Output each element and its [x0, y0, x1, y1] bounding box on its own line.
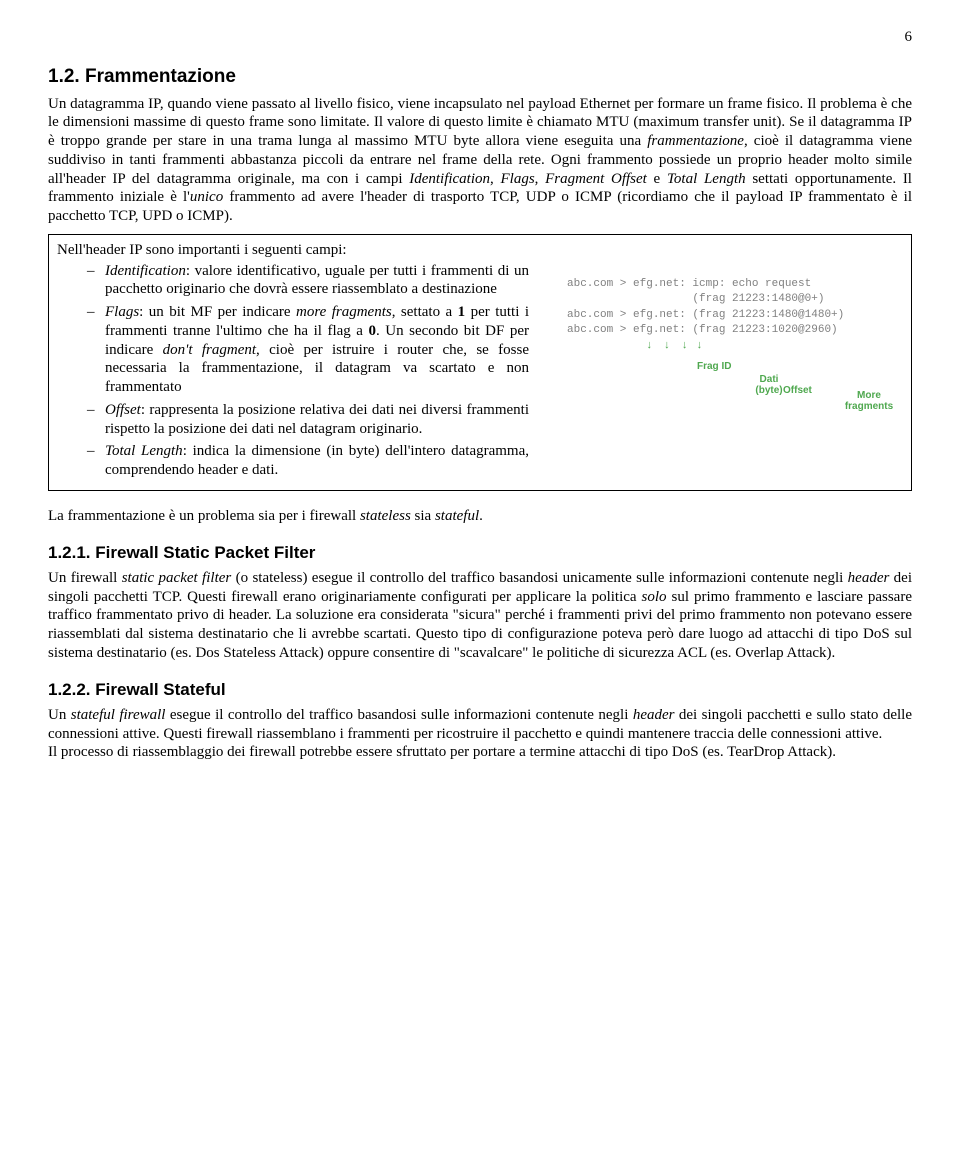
section-1-2-intro: Un datagramma IP, quando viene passato a…: [48, 95, 912, 226]
list-item: Identification: valore identificativo, u…: [87, 262, 529, 300]
section-1-2-heading: 1.2. Frammentazione: [48, 65, 912, 89]
section-title: Frammentazione: [85, 66, 236, 87]
ip-header-fields-list: Identification: valore identificativo, u…: [57, 262, 529, 480]
diagram-labels: Frag ID Dati (byte) Offset More fragment…: [567, 356, 903, 414]
label-frag-id: Frag ID: [697, 360, 731, 374]
diagram-arrows: ↓ ↓ ↓ ↓: [567, 338, 903, 353]
list-item: Flags: un bit MF per indicare more fragm…: [87, 303, 529, 397]
section-1-2-1-para: Un firewall static packet filter (o stat…: [48, 569, 912, 663]
section-1-2-2-para: Un stateful firewall esegue il controllo…: [48, 706, 912, 762]
box-intro-text: Nell'header IP sono importanti i seguent…: [57, 242, 347, 258]
list-item: Total Length: indica la dimensione (in b…: [87, 442, 529, 480]
label-offset: Offset: [783, 384, 812, 398]
ip-header-fields-box: Nell'header IP sono importanti i seguent…: [48, 234, 912, 491]
box-text-column: Nell'header IP sono importanti i seguent…: [57, 241, 529, 484]
section-title: Firewall Stateful: [95, 680, 225, 699]
diagram-line: abc.com > efg.net: icmp: echo request: [567, 277, 903, 292]
section-number: 1.2.2.: [48, 680, 91, 699]
diagram-line: abc.com > efg.net: (frag 21223:1480@1480…: [567, 308, 903, 323]
section-number: 1.2.: [48, 66, 80, 87]
section-1-2-1-heading: 1.2.1. Firewall Static Packet Filter: [48, 542, 912, 563]
section-number: 1.2.1.: [48, 543, 91, 562]
section-1-2-2-heading: 1.2.2. Firewall Stateful: [48, 679, 912, 700]
fragmentation-diagram: abc.com > efg.net: icmp: echo request (f…: [567, 241, 903, 414]
section-title: Firewall Static Packet Filter: [95, 543, 315, 562]
list-item: Offset: rappresenta la posizione relativ…: [87, 401, 529, 439]
diagram-line: (frag 21223:1480@0+): [567, 292, 903, 307]
page-number: 6: [48, 28, 912, 47]
label-more-fragments: More fragments: [839, 390, 899, 412]
diagram-line: abc.com > efg.net: (frag 21223:1020@2960…: [567, 323, 903, 338]
section-1-2-after-box: La frammentazione è un problema sia per …: [48, 507, 912, 526]
